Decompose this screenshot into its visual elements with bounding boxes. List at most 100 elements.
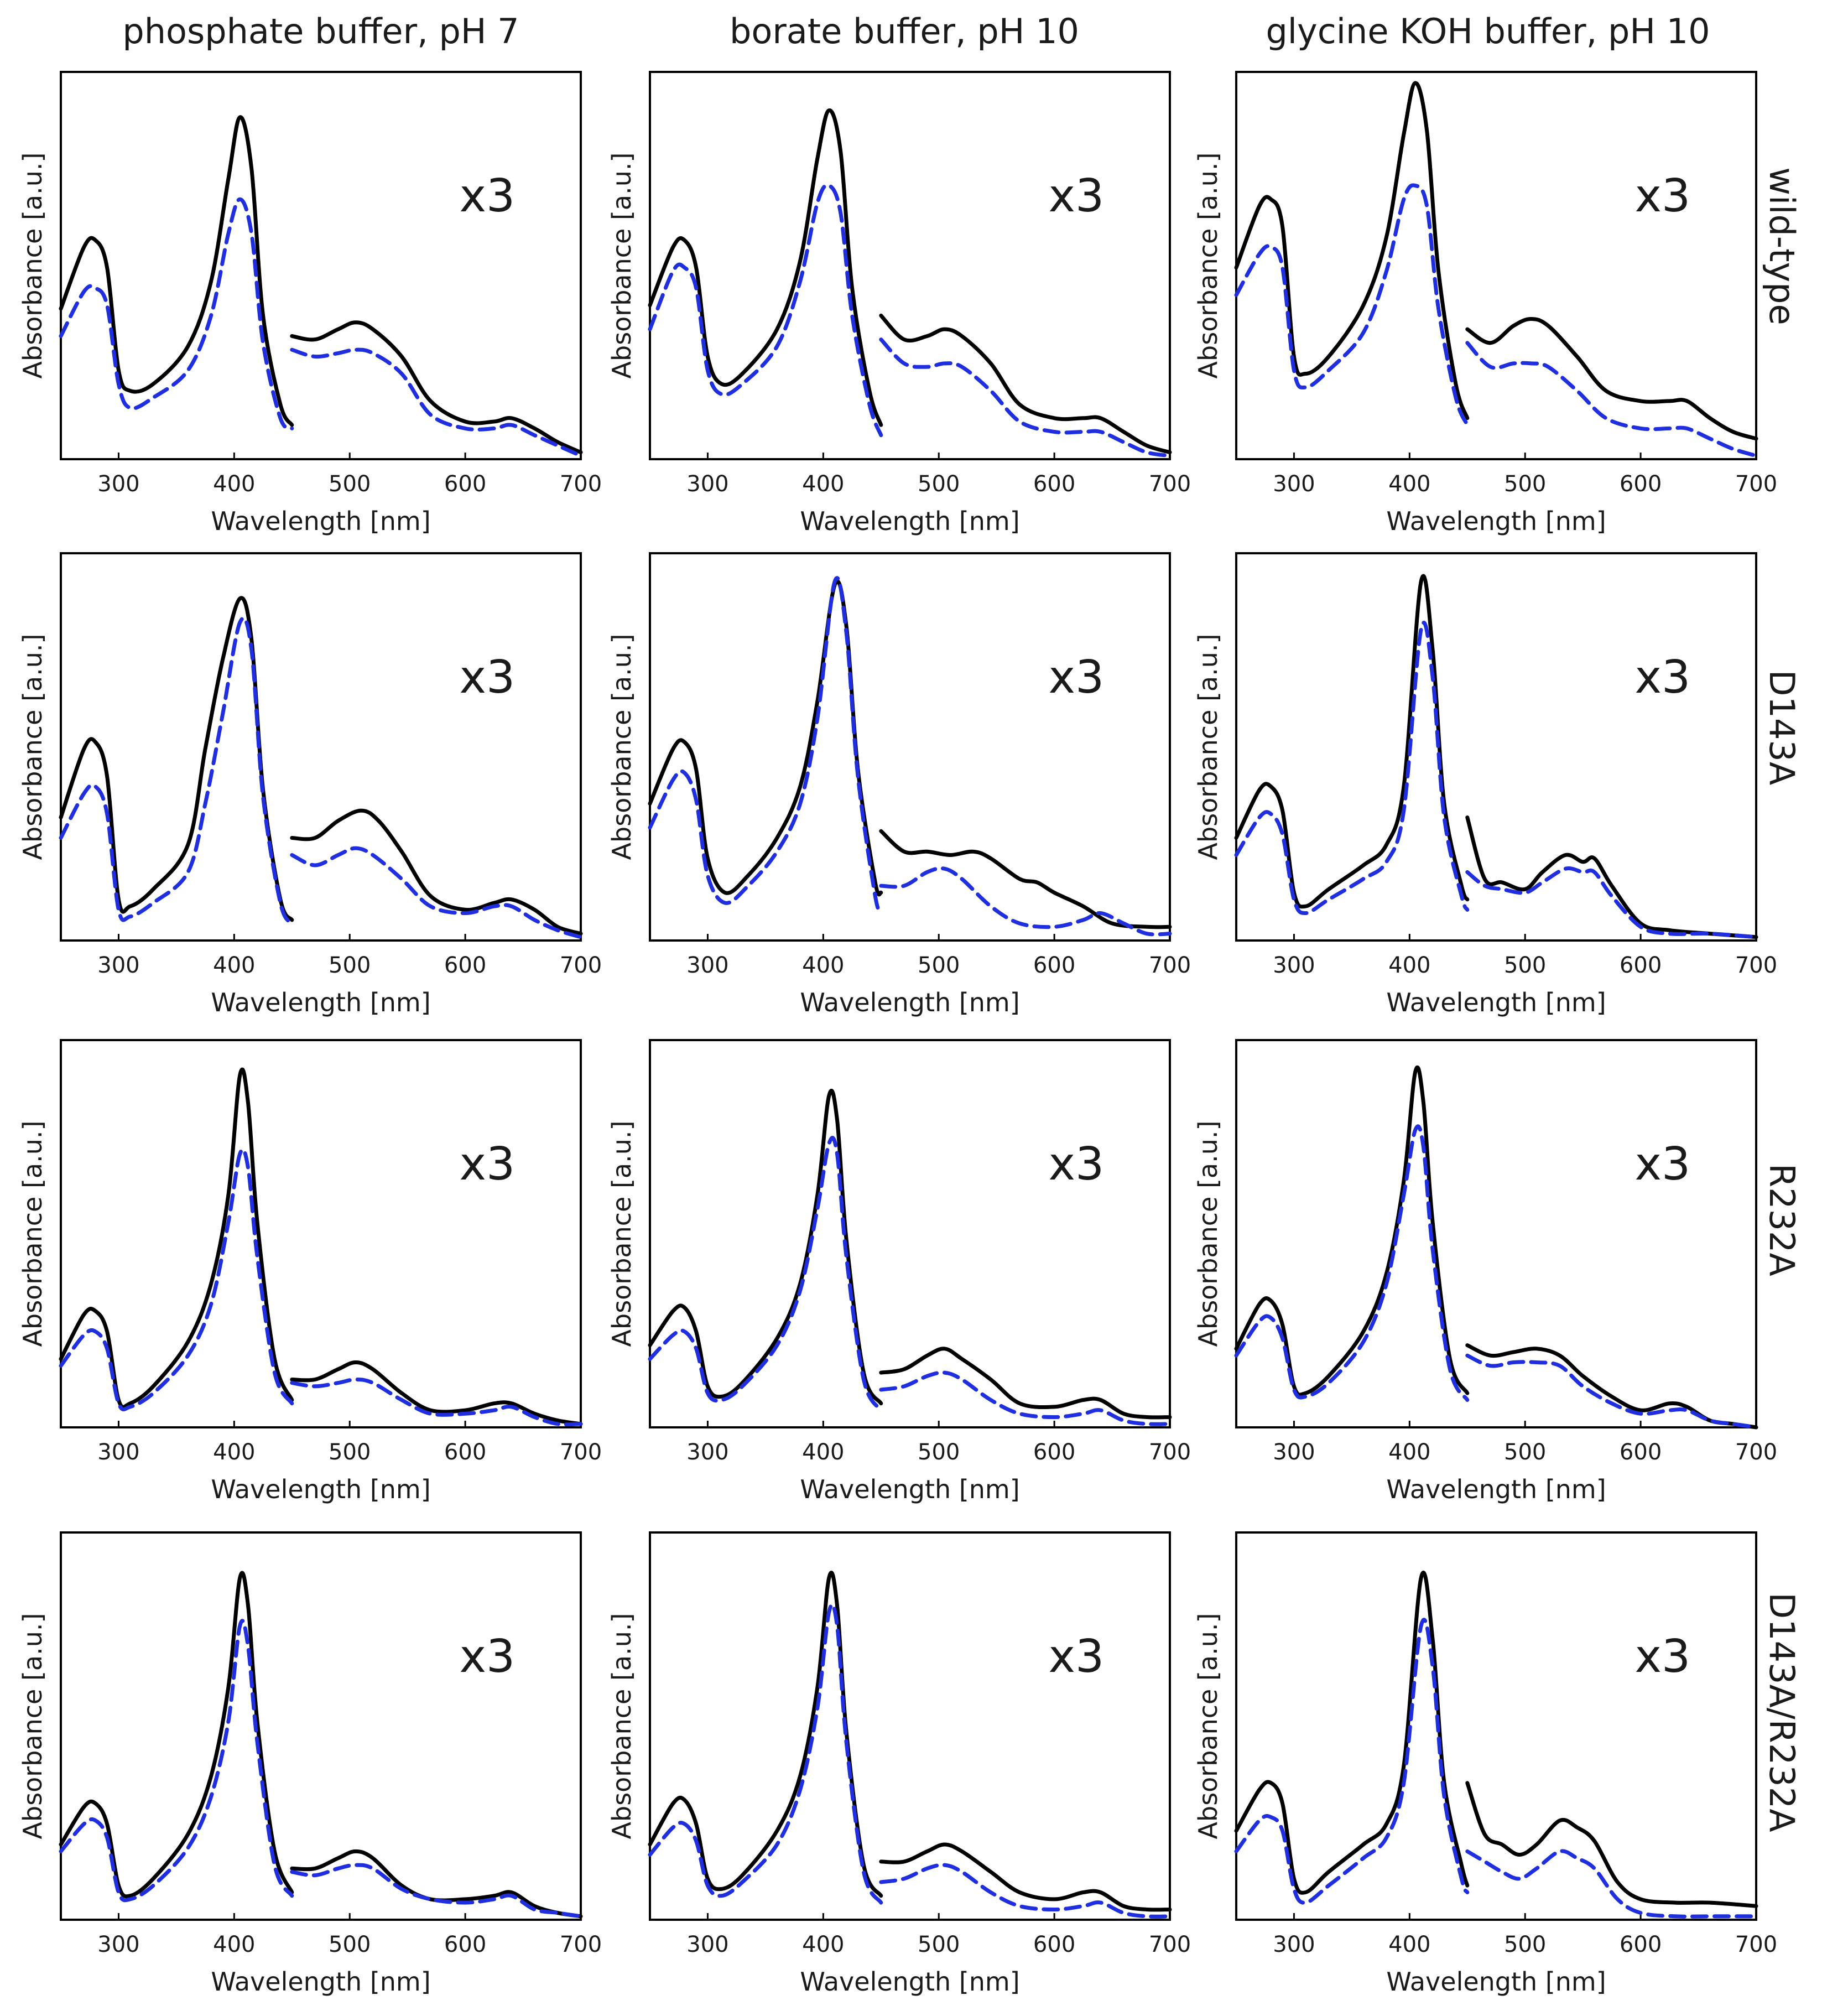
- x-tick-label: 500: [1504, 1440, 1546, 1465]
- panel-1: 300 400 500 600 700 Wavelength [nm] Absorbance…: [607, 71, 1191, 536]
- y-axis-label: Absorbance [a.u.]: [607, 1613, 637, 1840]
- panel-9: 300 400 500 600 700 Wavelength [nm] Absorbance…: [18, 1531, 602, 1997]
- x-axis-label: Wavelength [nm]: [800, 506, 1019, 536]
- panel-frame: [60, 1531, 582, 1921]
- panel-2: 300 400 500 600 700 Wavelength [nm] Absorbance…: [1193, 71, 1777, 536]
- series-dashed-right: [290, 1863, 583, 1919]
- panel-frame: [1235, 1531, 1757, 1921]
- x-tick-label: 500: [918, 471, 960, 497]
- x-tick-label: 700: [1735, 471, 1777, 497]
- x-tick-label: 300: [1273, 471, 1315, 497]
- series-dashed-left: [59, 197, 294, 430]
- series-dashed-right: [879, 866, 1172, 937]
- x-tick-label: 400: [1388, 471, 1430, 497]
- row-label-d143a: D143A: [1762, 670, 1802, 786]
- series-solid-right: [290, 1849, 583, 1919]
- series-dashed-left: [59, 616, 294, 926]
- series-dashed-left: [1234, 621, 1470, 915]
- series-solid-left: [1234, 1571, 1470, 1895]
- column-title-phosphate: phosphate buffer, pH 7: [122, 11, 519, 51]
- series-dashed-right: [290, 347, 583, 458]
- x-tick-label: 500: [1504, 471, 1546, 497]
- x-tick-label: 500: [1504, 1932, 1546, 1957]
- x-tick-label: 500: [329, 1440, 371, 1465]
- x-tick-label: 500: [918, 953, 960, 978]
- x-tick-label: 300: [97, 1440, 139, 1465]
- series-dashed-left: [1234, 1124, 1470, 1402]
- x-tick-label: 700: [560, 953, 602, 978]
- x-axis-label: Wavelength [nm]: [1386, 1474, 1606, 1504]
- x-axis-label: Wavelength [nm]: [1386, 988, 1606, 1017]
- series-dashed-right: [1465, 341, 1758, 458]
- x-tick-label: 400: [213, 1932, 255, 1957]
- series-solid-right: [879, 1842, 1172, 1912]
- panel-frame: [1235, 552, 1757, 942]
- series-dashed-right: [290, 846, 583, 939]
- x-tick-label: 400: [1388, 953, 1430, 978]
- x-tick-label: 700: [1735, 1440, 1777, 1465]
- series-dashed-left: [648, 183, 883, 438]
- x-tick-label: 400: [213, 953, 255, 978]
- series-dashed-right: [879, 1370, 1172, 1426]
- x3-scale-label: x3: [459, 170, 515, 222]
- x-axis-label: Wavelength [nm]: [800, 988, 1019, 1017]
- series-solid-right: [290, 1360, 583, 1426]
- column-title-glycine: glycine KOH buffer, pH 10: [1266, 11, 1710, 51]
- panel-0: 300 400 500 600 700 Wavelength [nm] Absorbance…: [18, 71, 602, 536]
- panel-frame: [649, 71, 1171, 460]
- series-dashed-left: [648, 1602, 883, 1905]
- x-tick-label: 600: [444, 1932, 486, 1957]
- x3-scale-label: x3: [1048, 651, 1104, 704]
- x-tick-label: 500: [329, 471, 371, 497]
- panel-frame: [60, 71, 582, 460]
- x-tick-label: 700: [1149, 953, 1191, 978]
- series-solid-right: [1465, 1343, 1758, 1430]
- x-tick-label: 400: [213, 471, 255, 497]
- y-axis-label: Absorbance [a.u.]: [607, 1121, 637, 1347]
- panel-5: 300 400 500 600 700 Wavelength [nm] Absorbance…: [1193, 552, 1777, 1017]
- panel-frame: [1235, 1039, 1757, 1428]
- x3-scale-label: x3: [1048, 1630, 1104, 1683]
- x-tick-label: 700: [560, 1932, 602, 1957]
- x-tick-label: 400: [802, 471, 844, 497]
- x-tick-label: 500: [918, 1932, 960, 1957]
- panel-3: 300 400 500 600 700 Wavelength [nm] Absorbance…: [18, 552, 602, 1017]
- x-tick-label: 400: [213, 1440, 255, 1465]
- x-tick-label: 600: [1620, 471, 1662, 497]
- series-dashed-left: [59, 1619, 294, 1903]
- x-tick-label: 700: [1149, 471, 1191, 497]
- y-axis-label: Absorbance [a.u.]: [18, 1613, 48, 1840]
- series-solid-right: [290, 320, 583, 455]
- series-dashed-right: [1465, 1849, 1758, 1919]
- series-dashed-right: [290, 1378, 583, 1427]
- series-solid-left: [59, 1571, 294, 1899]
- y-axis-label: Absorbance [a.u.]: [18, 634, 48, 860]
- series-dashed-right: [1465, 1353, 1758, 1430]
- x-tick-label: 600: [1033, 1932, 1075, 1957]
- x-tick-label: 600: [1033, 1440, 1075, 1465]
- x-tick-label: 500: [329, 953, 371, 978]
- x-tick-label: 600: [1620, 1932, 1662, 1957]
- x-tick-label: 300: [1273, 953, 1315, 978]
- y-axis-label: Absorbance [a.u.]: [18, 1121, 48, 1347]
- x-tick-label: 500: [329, 1932, 371, 1957]
- x-axis-label: Wavelength [nm]: [800, 1474, 1019, 1504]
- series-dashed-left: [1234, 183, 1470, 427]
- x-axis-label: Wavelength [nm]: [1386, 506, 1606, 536]
- x-tick-label: 600: [444, 953, 486, 978]
- x-tick-label: 400: [1388, 1932, 1430, 1957]
- series-dashed-left: [648, 576, 883, 913]
- x-tick-label: 300: [1273, 1440, 1315, 1465]
- x-tick-label: 400: [802, 1440, 844, 1465]
- series-solid-left: [59, 115, 294, 427]
- x-tick-label: 700: [1735, 953, 1777, 978]
- x-axis-label: Wavelength [nm]: [800, 1967, 1019, 1997]
- series-solid-right: [1465, 317, 1758, 441]
- panel-frame: [649, 1531, 1171, 1921]
- x3-scale-label: x3: [1634, 170, 1690, 222]
- x-tick-label: 600: [1033, 953, 1075, 978]
- x3-scale-label: x3: [1048, 170, 1104, 222]
- x-tick-label: 300: [97, 953, 139, 978]
- row-labels: wild-type D143A R232A D143A/R232A: [1762, 167, 1802, 1832]
- row-label-wild-type: wild-type: [1762, 167, 1802, 325]
